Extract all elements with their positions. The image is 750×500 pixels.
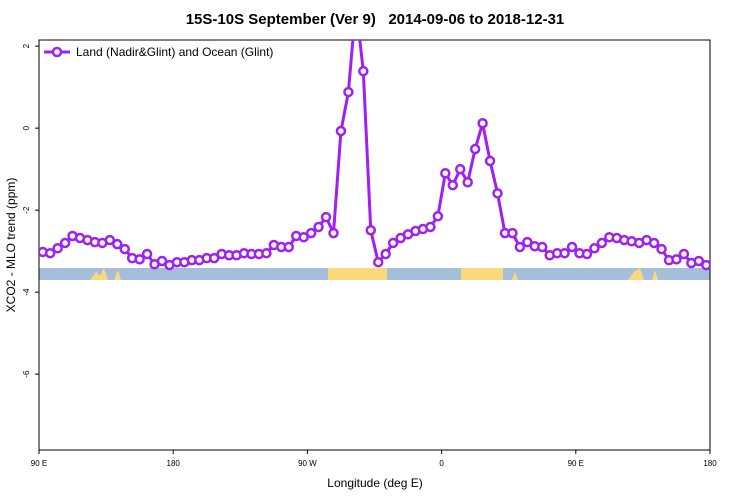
data-point [425,221,436,233]
data-point [589,243,600,254]
data-point [52,243,63,254]
data-point [335,125,347,137]
data-point [477,117,488,129]
series-line [42,40,707,267]
data-point [365,224,377,236]
data-point [141,248,153,260]
legend: Land (Nadir&Glint) and Ocean (Glint) [44,45,273,59]
data-point [372,256,384,268]
data-point [440,168,451,179]
data-point [469,143,481,155]
land-strip [90,268,658,280]
data-point [432,211,444,222]
data-point [484,155,496,167]
data-point [380,248,391,260]
data-point [283,241,295,253]
y-tick-label: -4 [22,288,31,296]
data-point [328,227,339,239]
data-point [514,241,526,253]
y-axis-label: XCO2 - MLO trend (ppm) [4,178,18,313]
data-point [454,163,466,175]
data-point [693,255,705,267]
land-strip [328,268,387,280]
data-point [387,237,399,249]
data-point [596,237,608,249]
data-point [298,231,309,243]
data-point [59,237,71,249]
data-point [119,243,130,255]
data-point [648,237,660,249]
y-tick-label: 2 [22,43,31,48]
data-point [352,1,360,9]
plot-frame [38,39,711,451]
data-point [320,211,332,223]
y-tick-label: -6 [22,370,31,378]
data-point [581,248,593,260]
data-point [701,259,710,271]
x-tick-label: 90 E [568,459,584,468]
data-point [112,238,123,250]
data-point [305,227,317,239]
data-point [656,243,667,255]
data-point [678,248,690,260]
data-point [313,221,324,233]
x-tick-label: 90 W [298,459,317,468]
data-point [208,252,220,264]
chart-title: 15S-10S September (Ver 9) 2014-09-06 to … [186,11,565,28]
data-point [44,247,56,259]
data-point [566,241,578,253]
data-point [261,247,272,259]
legend-label: Land (Nadir&Glint) and Ocean (Glint) [76,45,273,59]
x-axis-label: Longitude (deg E) [327,476,422,490]
data-point [507,227,518,239]
y-tick-label: -2 [22,206,31,214]
data-point [104,234,116,246]
y-tick-label: 0 [22,125,31,130]
data-point [156,255,168,267]
data-point [671,254,682,265]
x-tick-label: 180 [703,459,717,468]
land-ocean-strip [39,268,710,280]
data-point [343,86,354,98]
x-tick-label: 0 [439,459,444,468]
data-point [559,247,570,259]
data-point [492,188,503,199]
legend-marker [51,46,63,58]
data-point [522,236,533,248]
x-tick-label: 180 [167,459,181,468]
x-tick-label: 90 E [31,459,47,468]
data-point [134,254,145,265]
plot-area [39,1,710,271]
data-point [447,179,459,191]
data-point [462,177,473,188]
data-point [537,241,548,253]
data-point [358,65,369,77]
land-strip [461,268,503,280]
